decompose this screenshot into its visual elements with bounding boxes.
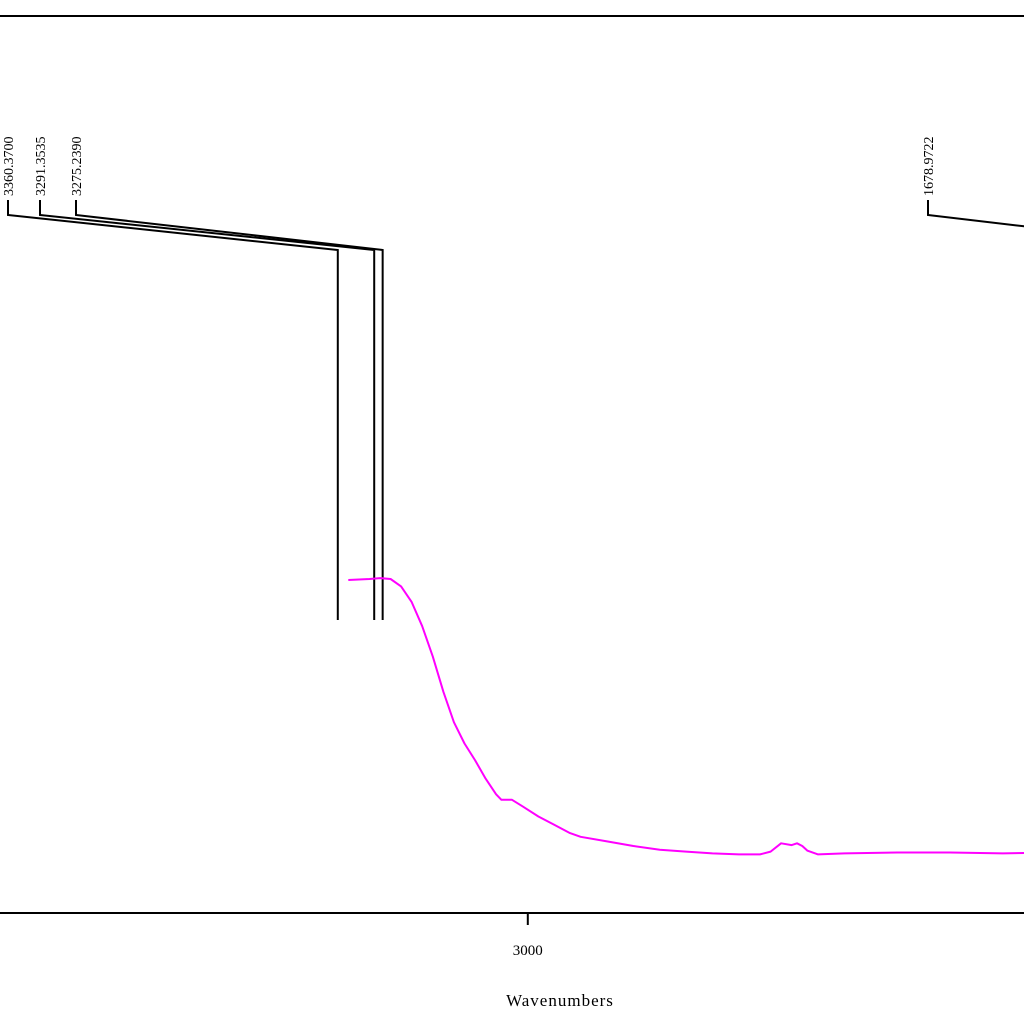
- x-ticks: 30002000: [513, 913, 543, 959]
- peak-label: 3275.2390: [70, 137, 85, 197]
- peak-leader-line: [75, 200, 384, 620]
- peak-label: 3291.3535: [34, 137, 49, 197]
- peak-leader-line: [927, 200, 1024, 228]
- x-tick-label: 3000: [513, 943, 543, 959]
- peak-leader-line: [39, 200, 376, 620]
- peak-annotations: 3360.3700 3291.3535 3275.2390 1678.9722: [2, 137, 1024, 620]
- peak-label: 1678.9722: [922, 137, 937, 197]
- x-axis-title: Wavenumbers: [506, 991, 614, 1010]
- peak-leader-line: [7, 200, 339, 620]
- peak-label: 3360.3700: [2, 137, 17, 197]
- spectrum-line: [348, 577, 1024, 856]
